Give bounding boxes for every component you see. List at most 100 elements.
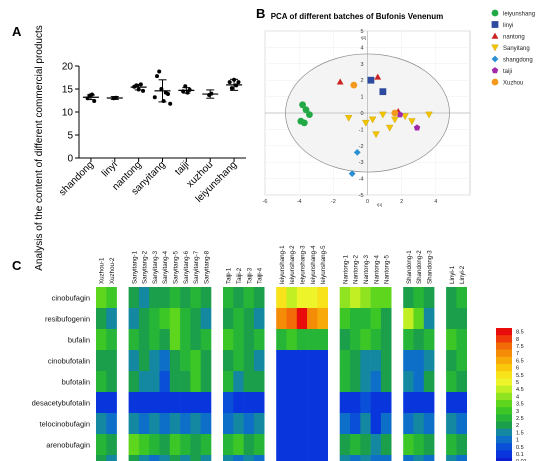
panel-a-point-xuzhou (209, 91, 214, 96)
panel-b-x-tick-label: -2 (331, 199, 336, 205)
panel-c-colorbar-swatch (496, 371, 512, 379)
panel-b-ylabel: t[2] (361, 35, 367, 40)
panel-c-cell-leiyunshang-5-telocinobufagin (317, 413, 328, 435)
panel-c-cell-shandong-1-desacetybufotalin (403, 392, 414, 414)
panel-c-cell-leiyunshang-3-cinobufagin (296, 287, 308, 309)
panel-c-cell-sanyitang-5-bufotalin (169, 371, 181, 393)
panel-c-colorbar-swatch (496, 392, 512, 401)
panel-c-cell-leiyunshang-5-cinobufagin (317, 287, 328, 309)
panel-c-cell-sanyitang-8-arenobufagin (200, 434, 212, 456)
panel-c-row-label-cinobufagin: cinobufagin (52, 294, 90, 303)
panel-c-cell-xuzhou-1-telocinobufagin (96, 413, 107, 435)
panel-c-cell-shandong-1-bufotalin (403, 371, 414, 393)
panel-b-point-taiji (413, 124, 421, 131)
panel-c-cell-xuzhou-1-cinobufagin (96, 287, 107, 309)
panel-c-cell-sanyitang-4-resibufogenin (159, 308, 171, 330)
panel-label-b: B (256, 6, 265, 21)
panel-a-y-tick-label: 15 (62, 85, 74, 96)
panel-c-cell-taiji-4-cinobufotalin (253, 350, 265, 372)
panel-c-cell-sanyitang-7-gamabufotalin (190, 455, 201, 461)
panel-c-cell-leiyunshang-2-cinobufagin (286, 287, 298, 309)
panel-c-cell-nantong-2-resibufogenin (350, 308, 361, 330)
panel-b-legend-marker-sanyitang (491, 44, 499, 52)
panel-c-cell-taiji-4-arenobufagin (253, 434, 265, 456)
panel-c-cell-taiji-2-desacetybufotalin (233, 392, 244, 414)
panel-c-column-label-sanyitang-2: Sanyitang-2 (142, 250, 149, 284)
panel-c-cell-sanyitang-3-cinobufotalin (149, 350, 160, 372)
panel-c-cell-taiji-3-resibufogenin (243, 308, 255, 330)
panel-b-pca-plot: PCA of different batches of Bufonis Vene… (263, 9, 535, 207)
panel-a-point-taiji (181, 89, 186, 94)
panel-c-colorbar-label: 1.5 (516, 430, 524, 436)
panel-c-cell-shandong-1-cinobufagin (403, 287, 414, 309)
panel-c-cell-taiji-3-gamabufotalin (243, 455, 255, 461)
panel-b-point-xuzhou (350, 81, 358, 89)
panel-c-cell-linyi-2-bufotalin (456, 371, 467, 393)
panel-c-column-label-leiyunshang-5: leiyunshang-5 (320, 245, 327, 284)
panel-c-colorbar-swatch (496, 328, 512, 336)
panel-b-point-leiyunshang (300, 119, 308, 127)
panel-c-cell-leiyunshang-3-cinobufotalin (296, 350, 308, 372)
panel-c-column-label-nantong-4: Nantong-4 (373, 255, 380, 284)
panel-c-colorbar-label: 0.5 (516, 445, 524, 451)
panel-c-column-label-sanyitang-8: Sanyitang-8 (203, 250, 210, 284)
panel-c-cell-sanyitang-1-bufotalin (128, 371, 140, 393)
panel-b-title: PCA of different batches of Bufonis Vene… (271, 12, 444, 21)
panel-c-cell-xuzhou-2-bufotalin (106, 371, 117, 393)
panel-c-cell-taiji-2-bufotalin (233, 371, 244, 393)
panel-b-legend-marker-shangdong (491, 55, 499, 63)
panel-c-column-label-shandong-2: Shandong-2 (416, 250, 423, 284)
panel-c-cell-taiji-1-cinobufagin (223, 287, 234, 309)
panel-c-colorbar-swatch (496, 400, 512, 408)
panel-c-cell-shandong-3-cinobufotalin (423, 350, 435, 372)
panel-b-y-tick-label: 2 (360, 78, 363, 84)
panel-c-cell-taiji-1-gamabufotalin (223, 455, 234, 461)
panel-c-cell-shandong-2-bufotalin (413, 371, 425, 393)
panel-b-point-sanyitang (368, 116, 377, 124)
panel-c-cell-taiji-2-cinobufotalin (233, 350, 244, 372)
panel-c-colorbar-swatch (496, 342, 512, 350)
panel-c-cell-sanyitang-8-telocinobufagin (200, 413, 212, 435)
panel-c-cell-shandong-1-gamabufotalin (403, 455, 414, 461)
panel-c-cell-nantong-4-gamabufotalin (370, 455, 382, 461)
panel-c-cell-nantong-4-resibufogenin (370, 308, 382, 330)
panel-c-cell-sanyitang-5-bufalin (169, 329, 181, 351)
panel-b-point-leiyunshang (306, 111, 313, 119)
panel-c-column-label-leiyunshang-4: leiyunshang-4 (310, 245, 317, 284)
panel-c-cell-sanyitang-1-arenobufagin (128, 434, 140, 456)
panel-c-cell-nantong-1-bufalin (339, 329, 351, 351)
panel-c-cell-sanyitang-5-arenobufagin (169, 434, 181, 456)
panel-c-cell-leiyunshang-4-gamabufotalin (307, 455, 318, 461)
panel-c-cell-nantong-3-telocinobufagin (360, 413, 371, 435)
panel-c-cell-nantong-5-bufotalin (380, 371, 392, 393)
panel-c-colorbar-swatch (496, 364, 512, 372)
panel-c-cell-leiyunshang-1-cinobufotalin (276, 350, 287, 372)
panel-c-cell-nantong-5-telocinobufagin (380, 413, 392, 435)
panel-c-cell-shandong-2-resibufogenin (413, 308, 425, 330)
panel-c-cell-leiyunshang-5-cinobufotalin (317, 350, 328, 372)
panel-c-cell-taiji-3-bufalin (243, 329, 255, 351)
panel-c-cell-xuzhou-1-arenobufagin (96, 434, 107, 456)
panel-c-cell-leiyunshang-1-telocinobufagin (276, 413, 287, 435)
panel-c-cell-xuzhou-2-arenobufagin (106, 434, 117, 456)
panel-b-point-sanyitang (391, 116, 399, 124)
panel-b-point-leiyunshang (302, 106, 310, 114)
panel-c-cell-sanyitang-4-bufalin (159, 329, 171, 351)
panel-c-cell-xuzhou-2-telocinobufagin (106, 413, 117, 435)
panel-c-cell-sanyitang-8-desacetybufotalin (200, 392, 212, 414)
panel-c-cell-nantong-4-telocinobufagin (370, 413, 382, 435)
panel-a-point-sanyitang (159, 87, 164, 91)
panel-b-point-sanyitang (362, 119, 370, 127)
panel-c-colorbar-swatch (496, 385, 512, 394)
panel-c-column-label-taiji-3: Taiji-3 (246, 267, 253, 284)
panel-c-cell-nantong-3-desacetybufotalin (360, 392, 371, 414)
panel-c-column-label-sanyitang-7: Sanyitang-7 (193, 250, 200, 284)
panel-c-colorbar-label: 1 (516, 438, 519, 444)
panel-c-cell-taiji-2-resibufogenin (233, 308, 244, 330)
panel-c-cell-nantong-5-desacetybufotalin (380, 392, 392, 414)
panel-c-colorbar-label: 4.5 (516, 387, 524, 393)
panel-c-cell-linyi-2-telocinobufagin (456, 413, 467, 435)
panel-c-column-label-taiji-1: Taiji-1 (226, 267, 233, 284)
panel-b-point-linyi (367, 76, 375, 84)
panel-c-cell-nantong-1-cinobufotalin (339, 350, 351, 372)
